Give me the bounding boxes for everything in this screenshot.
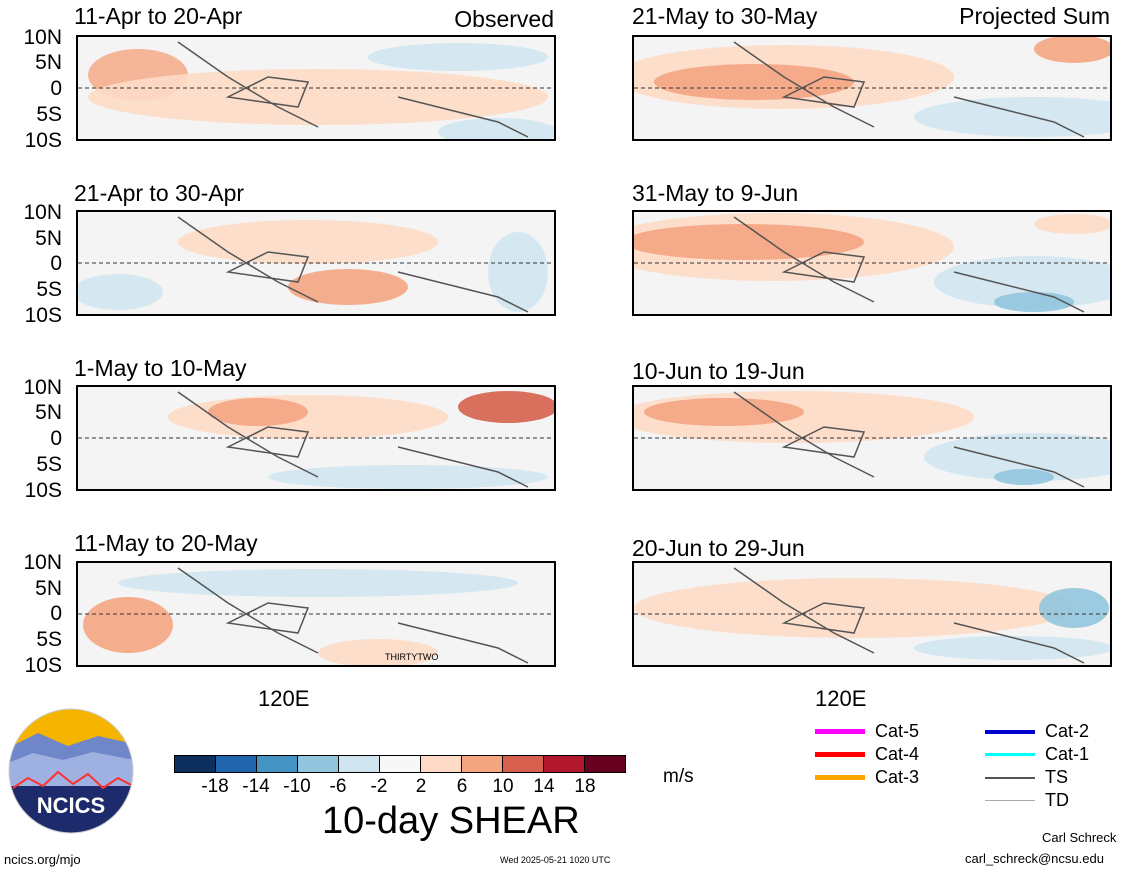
legend-label: TS: [1045, 767, 1069, 787]
colorbar-tick: 2: [415, 776, 427, 797]
lat-label: 5S: [36, 103, 62, 126]
colorbar-swatch: [380, 756, 421, 772]
lat-label: 10S: [24, 654, 62, 677]
projected-label: Projected Sum: [959, 3, 1110, 29]
footer-author: Carl Schreck: [1042, 830, 1117, 845]
lon-label-left: 120E: [258, 686, 310, 711]
lat-label: 5S: [36, 453, 62, 476]
colorbar-swatch: [462, 756, 503, 772]
lat-label: 10S: [24, 479, 62, 502]
map-panel-2: [76, 210, 556, 316]
lat-label: 10N: [23, 201, 62, 224]
panel-title-2: 21-Apr to 30-Apr: [74, 180, 245, 206]
footer-email: carl_schreck@ncsu.edu: [965, 851, 1104, 866]
panel-title-6: 31-May to 9-Jun: [632, 180, 799, 206]
colorbar-title: 10-day SHEAR: [322, 800, 580, 842]
lat-label: 10N: [23, 376, 62, 399]
lat-label: 10S: [24, 129, 62, 152]
legend-cat2: Cat-2: [985, 721, 1089, 742]
colorbar-swatch: [339, 756, 380, 772]
legend-swatch: [985, 729, 1035, 734]
lat-label: 0: [50, 602, 62, 625]
lat-label: 10N: [23, 26, 62, 49]
lat-label: 5N: [35, 51, 62, 74]
map-panel-1: [76, 35, 556, 141]
panel-title-5: 21-May to 30-May: [632, 3, 818, 29]
map-panel-6: [632, 210, 1112, 316]
legend-swatch: [815, 729, 865, 734]
lat-label: 5S: [36, 278, 62, 301]
legend-label: Cat-2: [1045, 721, 1090, 741]
storm-label: THIRTYTWO: [385, 652, 439, 662]
colorbar-swatch: [257, 756, 298, 772]
legend-label: TD: [1045, 790, 1069, 810]
panel-title-8: 20-Jun to 29-Jun: [632, 535, 805, 561]
colorbar-swatch: [216, 756, 257, 772]
legend-cat1: Cat-1: [985, 744, 1089, 765]
footer-url: ncics.org/mjo: [4, 852, 81, 867]
legend-td: TD: [985, 790, 1069, 811]
colorbar-tick: -6: [329, 776, 347, 797]
colorbar-tick: -14: [242, 776, 270, 797]
map-panel-7: [632, 385, 1112, 491]
colorbar-tick: 10: [492, 776, 514, 797]
map-panel-4: [76, 561, 556, 667]
legend-swatch: [815, 775, 865, 780]
legend-cat3: Cat-3: [815, 767, 919, 788]
legend-label: Cat-5: [875, 721, 920, 741]
lat-label: 5S: [36, 628, 62, 651]
panel-title-1: 11-Apr to 20-Apr: [74, 3, 243, 29]
legend-cat5: Cat-5: [815, 721, 919, 742]
legend-label: Cat-1: [1045, 744, 1090, 764]
colorbar-swatch: [503, 756, 544, 772]
panel-title-3: 1-May to 10-May: [74, 355, 247, 381]
panel-title-7: 10-Jun to 19-Jun: [632, 358, 805, 384]
lat-label: 10N: [23, 551, 62, 574]
map-panel-5: [632, 35, 1112, 141]
legend-label: Cat-3: [875, 767, 920, 787]
units-label: m/s: [663, 766, 694, 787]
legend-cat4: Cat-4: [815, 744, 919, 765]
panel-title-4: 11-May to 20-May: [74, 530, 258, 556]
colorbar-swatch: [175, 756, 216, 772]
ncics-logo: NCICS: [8, 708, 134, 834]
colorbar-swatch: [298, 756, 339, 772]
lat-label: 0: [50, 252, 62, 275]
lat-label: 5N: [35, 401, 62, 424]
colorbar-swatch: [585, 756, 625, 772]
logo-text: NCICS: [37, 793, 105, 818]
footer-timestamp: Wed 2025-05-21 1020 UTC: [500, 855, 611, 865]
lat-label: 0: [50, 77, 62, 100]
colorbar-ticks: -18 -14 -10 -6 -2 2 6 10 14 18: [174, 776, 626, 800]
legend-ts: TS: [985, 767, 1068, 788]
colorbar-tick: -18: [201, 776, 229, 797]
colorbar-tick: 14: [533, 776, 555, 797]
legend-swatch: [985, 800, 1035, 801]
lat-label: 5N: [35, 227, 62, 250]
map-panel-8: [632, 561, 1112, 667]
colorbar-swatch: [544, 756, 585, 772]
colorbar-tick: 6: [456, 776, 468, 797]
legend-swatch: [815, 752, 865, 757]
legend-swatch: [985, 776, 1035, 779]
colorbar: [174, 755, 626, 773]
legend-label: Cat-4: [875, 744, 920, 764]
colorbar-tick: -2: [370, 776, 388, 797]
colorbar-tick: -10: [283, 776, 311, 797]
lat-label: 5N: [35, 577, 62, 600]
observed-label: Observed: [454, 6, 554, 32]
lon-label-right: 120E: [815, 686, 867, 711]
legend-swatch: [985, 753, 1035, 756]
colorbar-tick: 18: [574, 776, 596, 797]
colorbar-swatch: [421, 756, 462, 772]
lat-label: 0: [50, 427, 62, 450]
lat-label: 10S: [24, 304, 62, 327]
map-panel-3: [76, 385, 556, 491]
